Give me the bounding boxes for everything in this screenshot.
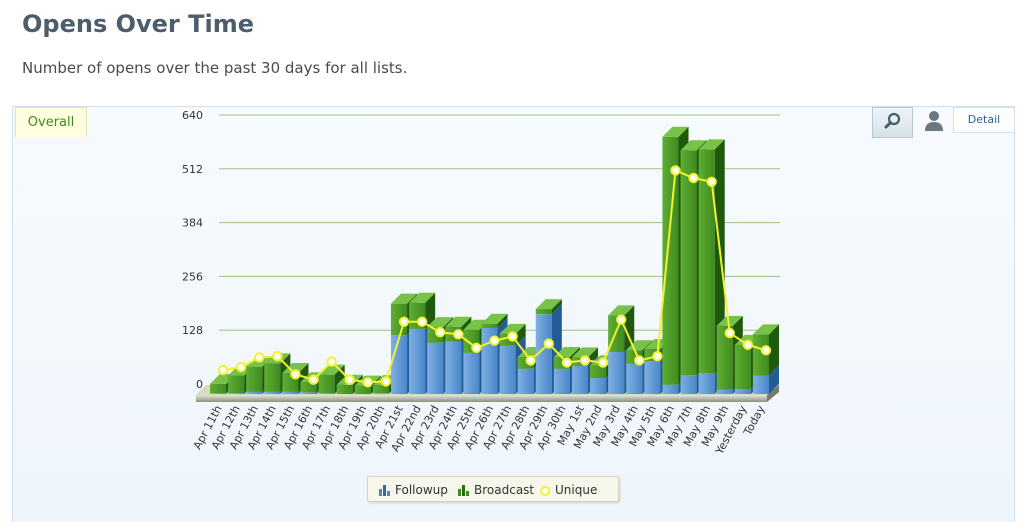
point-unique[interactable]: [688, 172, 699, 184]
y-tick-label: 128: [182, 324, 203, 337]
tab-overall[interactable]: Overall: [15, 107, 87, 137]
point-unique[interactable]: [489, 335, 500, 346]
chart-floor-front: [196, 395, 767, 402]
y-tick-label: 0: [196, 378, 203, 391]
point-unique[interactable]: [362, 377, 374, 388]
y-tick-label: 384: [182, 217, 203, 230]
legend-label-broadcast: Broadcast: [474, 483, 535, 497]
point-unique[interactable]: [742, 339, 754, 351]
point-unique[interactable]: [579, 355, 591, 366]
point-unique[interactable]: [543, 338, 554, 349]
point-unique[interactable]: [706, 176, 717, 187]
page-description: Number of opens over the past 30 days fo…: [22, 59, 408, 77]
point-unique[interactable]: [724, 327, 735, 339]
point-unique[interactable]: [326, 356, 337, 367]
bar-chart-icon: [379, 485, 390, 496]
point-unique[interactable]: [272, 351, 283, 362]
point-unique[interactable]: [254, 352, 265, 363]
chart-panel: [12, 106, 1015, 522]
user-icon: [925, 111, 943, 131]
point-unique[interactable]: [561, 357, 573, 368]
chart-legend: Followup Broadcast Unique: [367, 476, 619, 502]
point-unique[interactable]: [471, 342, 482, 354]
user-button[interactable]: [914, 107, 952, 138]
detail-button[interactable]: Detail: [953, 107, 1015, 133]
y-tick-label: 256: [182, 270, 203, 283]
legend-label-unique: Unique: [555, 483, 598, 497]
point-unique[interactable]: [652, 351, 663, 362]
point-unique[interactable]: [615, 314, 627, 325]
point-unique[interactable]: [525, 355, 536, 366]
chart-floor-side: [767, 385, 779, 402]
point-unique[interactable]: [597, 357, 609, 368]
sun-icon: [540, 486, 550, 496]
page-title: Opens Over Time: [22, 10, 254, 38]
legend-label-followup: Followup: [395, 483, 448, 497]
point-unique[interactable]: [380, 376, 392, 387]
point-unique[interactable]: [398, 316, 410, 327]
bar-broadcast[interactable]: [481, 313, 508, 329]
point-unique[interactable]: [670, 165, 681, 176]
point-unique[interactable]: [290, 369, 301, 380]
bar-broadcast[interactable]: [499, 323, 526, 346]
bar-broadcast[interactable]: [752, 324, 779, 376]
bar-broadcast[interactable]: [535, 299, 562, 315]
point-unique[interactable]: [507, 331, 518, 342]
point-unique[interactable]: [235, 361, 247, 373]
point-unique[interactable]: [435, 327, 446, 338]
point-unique[interactable]: [453, 329, 464, 340]
y-tick-label: 640: [182, 109, 203, 122]
point-unique[interactable]: [634, 355, 645, 366]
point-unique[interactable]: [344, 374, 355, 385]
magnifier-icon: [884, 112, 901, 129]
point-unique[interactable]: [217, 364, 229, 376]
bar-chart-icon: [458, 485, 469, 496]
bar-broadcast[interactable]: [608, 305, 635, 352]
point-unique[interactable]: [308, 374, 319, 385]
point-unique[interactable]: [416, 316, 428, 327]
zoom-button[interactable]: [872, 107, 913, 138]
y-tick-label: 512: [182, 163, 203, 176]
point-unique[interactable]: [760, 345, 772, 356]
